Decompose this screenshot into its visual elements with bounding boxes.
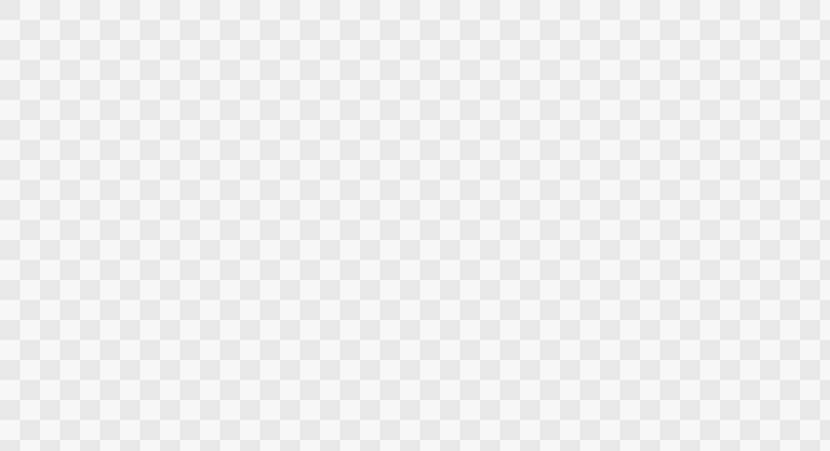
Bar xyxy=(504,184,620,215)
Text: 17%: 17% xyxy=(549,195,575,205)
Text: 31%: 31% xyxy=(208,354,233,364)
Text: 18%: 18% xyxy=(163,393,189,403)
Bar xyxy=(115,184,442,215)
Bar xyxy=(763,304,797,334)
Bar xyxy=(115,383,237,414)
Bar xyxy=(756,105,797,136)
Bar xyxy=(381,383,784,414)
Bar xyxy=(708,264,715,295)
Bar xyxy=(326,343,422,374)
Bar xyxy=(360,304,401,334)
Text: 1%: 1% xyxy=(704,274,720,284)
Text: 5%: 5% xyxy=(770,314,789,324)
Text: 57%: 57% xyxy=(295,115,322,125)
Bar xyxy=(422,343,456,374)
Bar xyxy=(449,264,593,295)
Text: 48%: 48% xyxy=(265,195,292,205)
Text: 19%: 19% xyxy=(671,195,698,205)
Bar xyxy=(456,343,538,374)
Bar xyxy=(428,304,538,334)
Bar xyxy=(756,224,797,255)
Bar xyxy=(115,264,388,295)
Text: 13%: 13% xyxy=(500,155,527,165)
Bar xyxy=(599,144,695,175)
Text: 12%: 12% xyxy=(483,354,510,364)
Text: 20%: 20% xyxy=(491,235,517,244)
Text: 6%: 6% xyxy=(371,314,390,324)
Text: 6%: 6% xyxy=(767,235,786,244)
Bar xyxy=(620,184,749,215)
Bar xyxy=(784,383,797,414)
Text: 6%: 6% xyxy=(767,195,786,205)
Text: 4%: 4% xyxy=(405,314,424,324)
Text: 36%: 36% xyxy=(647,354,674,364)
Bar xyxy=(115,144,470,175)
Text: 9%: 9% xyxy=(525,115,544,125)
Text: 14%: 14% xyxy=(360,354,388,364)
Bar xyxy=(354,383,381,414)
Text: 2%: 2% xyxy=(781,354,799,364)
Text: 9%: 9% xyxy=(409,274,427,284)
Bar xyxy=(115,343,326,374)
Text: 14%: 14% xyxy=(292,393,319,403)
Text: 5%: 5% xyxy=(429,354,448,364)
Text: 17%: 17% xyxy=(637,274,664,284)
Bar xyxy=(538,304,763,334)
Bar xyxy=(115,304,360,334)
Text: 52%: 52% xyxy=(279,155,305,165)
Text: 1%: 1% xyxy=(745,195,761,205)
Bar xyxy=(401,304,428,334)
Text: 14%: 14% xyxy=(667,115,695,125)
Bar xyxy=(756,184,797,215)
Bar xyxy=(258,383,354,414)
Text: 14%: 14% xyxy=(633,155,661,165)
Text: 2%: 2% xyxy=(781,393,799,403)
Bar xyxy=(559,144,599,175)
Bar xyxy=(695,144,763,175)
Text: 21%: 21% xyxy=(507,274,534,284)
Text: 27%: 27% xyxy=(651,235,677,244)
Text: 4%: 4% xyxy=(733,115,752,125)
Bar xyxy=(749,184,756,215)
Bar xyxy=(442,184,504,215)
Text: 10%: 10% xyxy=(715,155,742,165)
Bar xyxy=(729,105,756,136)
Bar xyxy=(237,383,258,414)
Text: 3%: 3% xyxy=(238,393,257,403)
Legend: Generelt, Eliter, Tabloid, Sportsfans, Lokalt, Annet: Generelt, Eliter, Tabloid, Sportsfans, L… xyxy=(225,56,686,79)
Bar xyxy=(565,105,633,136)
Bar xyxy=(115,105,504,136)
Bar xyxy=(504,105,565,136)
Text: 44%: 44% xyxy=(251,235,278,244)
Text: 5%: 5% xyxy=(770,155,789,165)
Bar xyxy=(633,105,729,136)
Bar xyxy=(115,224,415,255)
Bar xyxy=(388,264,449,295)
Text: 9%: 9% xyxy=(463,195,482,205)
Bar xyxy=(538,343,784,374)
Bar xyxy=(784,343,797,374)
Text: 6%: 6% xyxy=(767,115,786,125)
Text: 10%: 10% xyxy=(586,115,613,125)
Text: 33%: 33% xyxy=(637,314,663,324)
Bar xyxy=(470,144,559,175)
Text: 59%: 59% xyxy=(569,393,595,403)
Text: 12%: 12% xyxy=(743,274,769,284)
Bar xyxy=(436,224,572,255)
Text: 16%: 16% xyxy=(470,314,496,324)
Bar xyxy=(715,264,797,295)
Bar xyxy=(593,264,708,295)
Text: 40%: 40% xyxy=(237,274,265,284)
Bar xyxy=(763,144,797,175)
Text: 6%: 6% xyxy=(569,155,588,165)
Text: 4%: 4% xyxy=(358,393,377,403)
Text: 36%: 36% xyxy=(224,314,251,324)
Text: 3%: 3% xyxy=(416,235,434,244)
Bar xyxy=(415,224,436,255)
Bar xyxy=(572,224,756,255)
